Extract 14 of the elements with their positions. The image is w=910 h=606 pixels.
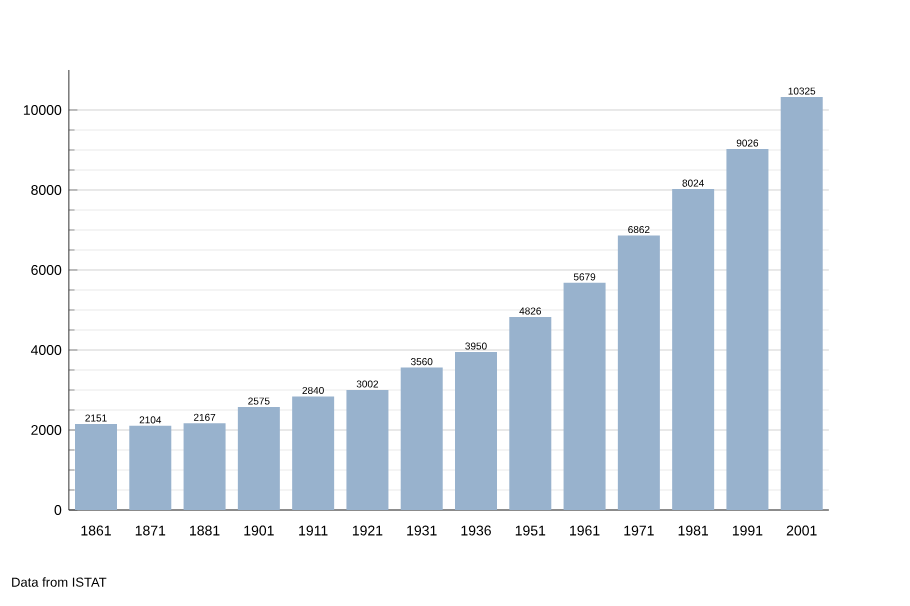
bar	[400, 367, 443, 510]
bar	[617, 235, 660, 510]
bar	[563, 282, 606, 510]
bar	[780, 96, 823, 510]
bar	[672, 189, 715, 510]
bar	[183, 423, 226, 510]
bar	[346, 389, 389, 510]
bar	[75, 423, 117, 510]
bar	[292, 396, 335, 510]
bar	[237, 407, 280, 510]
bar	[726, 148, 769, 510]
bar	[129, 425, 172, 510]
bar	[509, 316, 552, 510]
bar	[455, 352, 498, 510]
